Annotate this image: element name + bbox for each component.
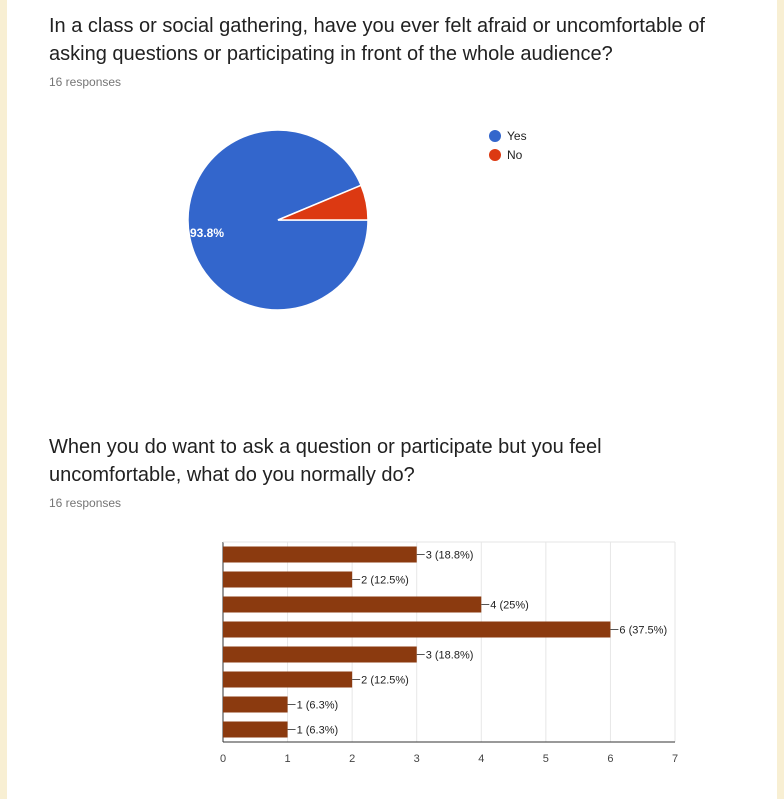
question-1-title: In a class or social gathering, have you… [49, 15, 705, 65]
x-tick-label: 2 [349, 753, 355, 765]
bar [223, 646, 417, 663]
x-tick-label: 0 [220, 753, 226, 765]
x-tick-label: 6 [607, 753, 613, 765]
bar-chart: 3 (18.8%) 2 (12.5%) 4 (25%) 6 (37.5%) 3 (18.… [220, 541, 678, 765]
x-tick-label: 5 [543, 753, 549, 765]
pie-slice-label: 93.8% [190, 226, 224, 240]
data-label: 2 (12.5%) [361, 575, 409, 587]
legend-label-yes: Yes [507, 129, 527, 143]
bar [223, 571, 353, 588]
pie-chart: 93.8% Yes No [187, 129, 527, 311]
legend-label-no: No [507, 148, 523, 162]
data-label: 4 (25%) [490, 600, 529, 612]
data-label: 1 (6.3%) [297, 725, 339, 737]
data-label: 2 (12.5%) [361, 675, 409, 687]
bar [223, 596, 482, 613]
x-tick-label: 3 [414, 753, 420, 765]
bar [223, 621, 611, 638]
question-2-response-count: 16 responses [49, 496, 122, 510]
question-1-response-count: 16 responses [49, 75, 122, 89]
x-tick-label: 1 [285, 753, 291, 765]
x-tick-label: 4 [478, 753, 484, 765]
bar [223, 696, 288, 713]
legend-marker-no [489, 149, 501, 161]
form-summary-card: In a class or social gathering, have you… [7, 0, 777, 799]
bar [223, 546, 417, 563]
data-label: 6 (37.5%) [619, 625, 667, 637]
question-2-title: When you do want to ask a question or pa… [49, 436, 602, 486]
bar [223, 721, 288, 738]
x-tick-label: 7 [672, 753, 678, 765]
data-label: 1 (6.3%) [297, 700, 339, 712]
pie-slice-no [277, 184, 369, 221]
bar [223, 671, 353, 688]
legend-marker-yes [489, 130, 501, 142]
data-label: 3 (18.8%) [426, 550, 474, 562]
data-label: 3 (18.8%) [426, 650, 474, 662]
